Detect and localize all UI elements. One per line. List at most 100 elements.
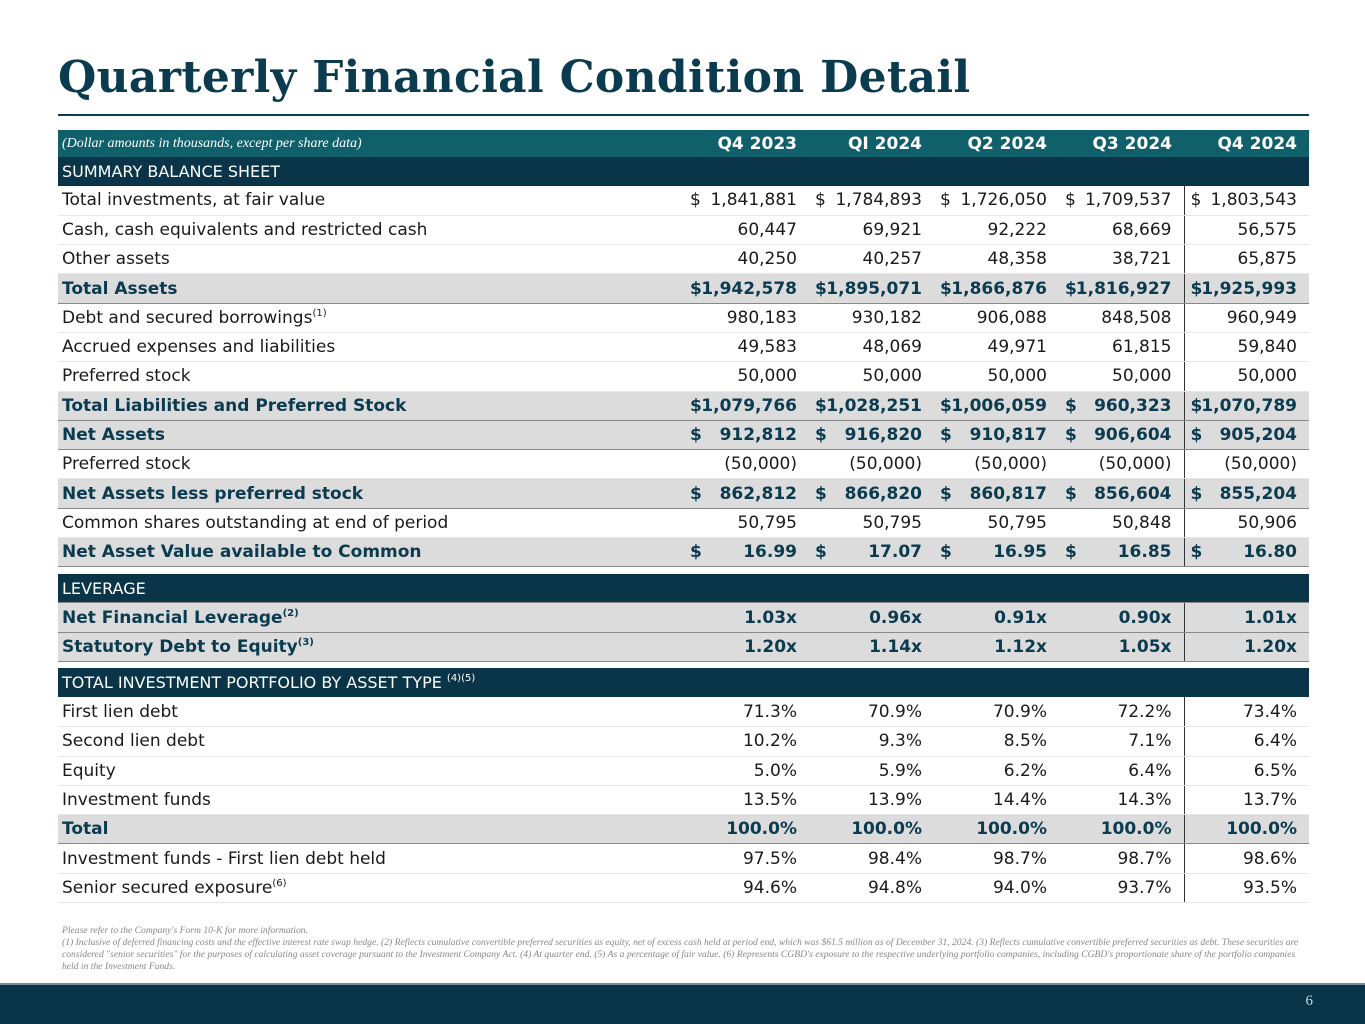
spacer bbox=[58, 661, 1309, 668]
value: 1,841,881 bbox=[710, 190, 797, 211]
currency-symbol: $ bbox=[815, 278, 827, 299]
value-cell: 98.4% bbox=[809, 843, 934, 874]
value-cell: $912,812 bbox=[684, 419, 809, 451]
value-cell: $862,812 bbox=[684, 478, 809, 509]
value-cell: 6.5% bbox=[1183, 756, 1309, 786]
value: 1,895,071 bbox=[826, 278, 922, 299]
table-row: Total Liabilities and Preferred Stock $1,… bbox=[58, 390, 1309, 421]
table-row: Statutory Debt to Equity(3) 1.20x 1.14x 1.1… bbox=[58, 631, 1309, 662]
row-label-text: Accrued expenses and liabilities bbox=[62, 337, 336, 358]
row-label: Common shares outstanding at end of peri… bbox=[58, 508, 684, 539]
value-cell: 92,222 bbox=[934, 215, 1059, 246]
table-row: Total Assets $1,942,578 $1,895,071 $1,866,8… bbox=[58, 273, 1309, 304]
value-cell: (50,000) bbox=[934, 449, 1059, 480]
section-gap bbox=[58, 661, 1309, 668]
row-label-text: Debt and secured borrowings bbox=[62, 307, 313, 328]
footer-band: 6 bbox=[0, 983, 1365, 1024]
value-cell: 59,840 bbox=[1183, 332, 1309, 363]
value: 93.7% bbox=[1117, 877, 1172, 898]
value-cell: 7.1% bbox=[1059, 726, 1184, 757]
value-cell: $1,803,543 bbox=[1183, 186, 1309, 216]
value: 1.03x bbox=[744, 607, 797, 628]
value-cell: 100.0% bbox=[1183, 814, 1309, 845]
value: 48,358 bbox=[987, 249, 1047, 270]
value-cell: 97.5% bbox=[684, 843, 809, 874]
value: 862,812 bbox=[719, 483, 797, 504]
value-cell: (50,000) bbox=[684, 449, 809, 480]
value-cell: $1,028,251 bbox=[809, 390, 934, 421]
row-label: Net Financial Leverage(2) bbox=[58, 602, 684, 633]
value: 13.5% bbox=[742, 789, 797, 810]
value: 1,866,876 bbox=[951, 278, 1047, 299]
value-cell: 13.7% bbox=[1183, 785, 1309, 816]
value-cell: $16.99 bbox=[684, 537, 809, 568]
value-cell: 0.91x bbox=[934, 602, 1059, 633]
value: 1,803,543 bbox=[1210, 190, 1297, 211]
row-label-text: Cash, cash equivalents and restricted ca… bbox=[62, 219, 428, 240]
value: 1,079,766 bbox=[701, 395, 797, 416]
value: (50,000) bbox=[974, 454, 1047, 475]
value: 17.07 bbox=[868, 542, 922, 563]
table-row: Senior secured exposure(6) 94.6% 94.8% 94.0… bbox=[58, 873, 1309, 904]
row-label: Statutory Debt to Equity(3) bbox=[58, 631, 684, 662]
value-cell: 40,250 bbox=[684, 244, 809, 275]
value-cell: $1,942,578 bbox=[684, 273, 809, 304]
value: 848,508 bbox=[1101, 307, 1172, 328]
value-cell: 38,721 bbox=[1059, 244, 1184, 275]
currency-symbol: $ bbox=[1065, 425, 1077, 446]
table-row: Net Assets less preferred stock $862,812 $… bbox=[58, 478, 1309, 509]
value-cell: $1,079,766 bbox=[684, 390, 809, 421]
value-cell: $905,204 bbox=[1183, 419, 1309, 451]
footnote-ref: (6) bbox=[272, 877, 287, 889]
value: 16.80 bbox=[1243, 542, 1297, 563]
row-label-text: Total bbox=[62, 819, 109, 840]
value-cell: 98.7% bbox=[934, 843, 1059, 874]
value: 72.2% bbox=[1117, 701, 1172, 722]
value-cell: 6.2% bbox=[934, 756, 1059, 786]
currency-symbol: $ bbox=[690, 190, 701, 211]
table-row: Other assets 40,250 40,257 48,358 38,721 65,8… bbox=[58, 244, 1309, 275]
value: 71.3% bbox=[742, 701, 797, 722]
row-label: Net Assets less preferred stock bbox=[58, 478, 684, 509]
value: 906,604 bbox=[1094, 425, 1172, 446]
row-label: Preferred stock bbox=[58, 361, 684, 392]
value-cell: 61,815 bbox=[1059, 332, 1184, 363]
value-cell: 49,583 bbox=[684, 332, 809, 363]
footnote-ref: (3) bbox=[297, 636, 314, 648]
value-cell: $856,604 bbox=[1059, 478, 1184, 509]
value: 5.0% bbox=[753, 760, 797, 781]
row-label-text: Total Liabilities and Preferred Stock bbox=[62, 395, 407, 416]
row-label-text: Investment funds bbox=[62, 789, 211, 810]
value-cell: 70.9% bbox=[809, 697, 934, 728]
value: 7.1% bbox=[1128, 731, 1172, 752]
value-cell: 14.4% bbox=[934, 785, 1059, 816]
value: 1.20x bbox=[1244, 636, 1297, 657]
value: 100.0% bbox=[726, 819, 797, 840]
table-row: Preferred stock (50,000) (50,000) (50,000) (… bbox=[58, 449, 1309, 480]
section-gap bbox=[58, 567, 1309, 574]
value: 0.96x bbox=[869, 607, 922, 628]
value: 1.01x bbox=[1244, 607, 1297, 628]
value-cell: 5.9% bbox=[809, 756, 934, 786]
value-cell: 980,183 bbox=[684, 303, 809, 333]
value-cell: 1.20x bbox=[684, 631, 809, 662]
value: 48,069 bbox=[862, 337, 922, 358]
value-cell: 50,906 bbox=[1183, 508, 1309, 539]
value-cell: $910,817 bbox=[934, 419, 1059, 451]
value-cell: 50,848 bbox=[1059, 508, 1184, 539]
value-cell: 1.12x bbox=[934, 631, 1059, 662]
value: 16.85 bbox=[1117, 542, 1172, 563]
currency-symbol: $ bbox=[1065, 542, 1077, 563]
value-cell: 50,000 bbox=[684, 361, 809, 392]
value-cell: 8.5% bbox=[934, 726, 1059, 757]
row-label-text: Common shares outstanding at end of peri… bbox=[62, 512, 449, 533]
row-label: Total bbox=[58, 814, 684, 845]
row-label: Cash, cash equivalents and restricted ca… bbox=[58, 215, 684, 246]
section-title: SUMMARY BALANCE SHEET bbox=[58, 157, 1309, 186]
currency-symbol: $ bbox=[690, 483, 702, 504]
row-label: Other assets bbox=[58, 244, 684, 275]
value-cell: 9.3% bbox=[809, 726, 934, 757]
row-label-text: Preferred stock bbox=[62, 454, 191, 475]
row-label: Accrued expenses and liabilities bbox=[58, 332, 684, 363]
value: 50,795 bbox=[862, 512, 922, 533]
